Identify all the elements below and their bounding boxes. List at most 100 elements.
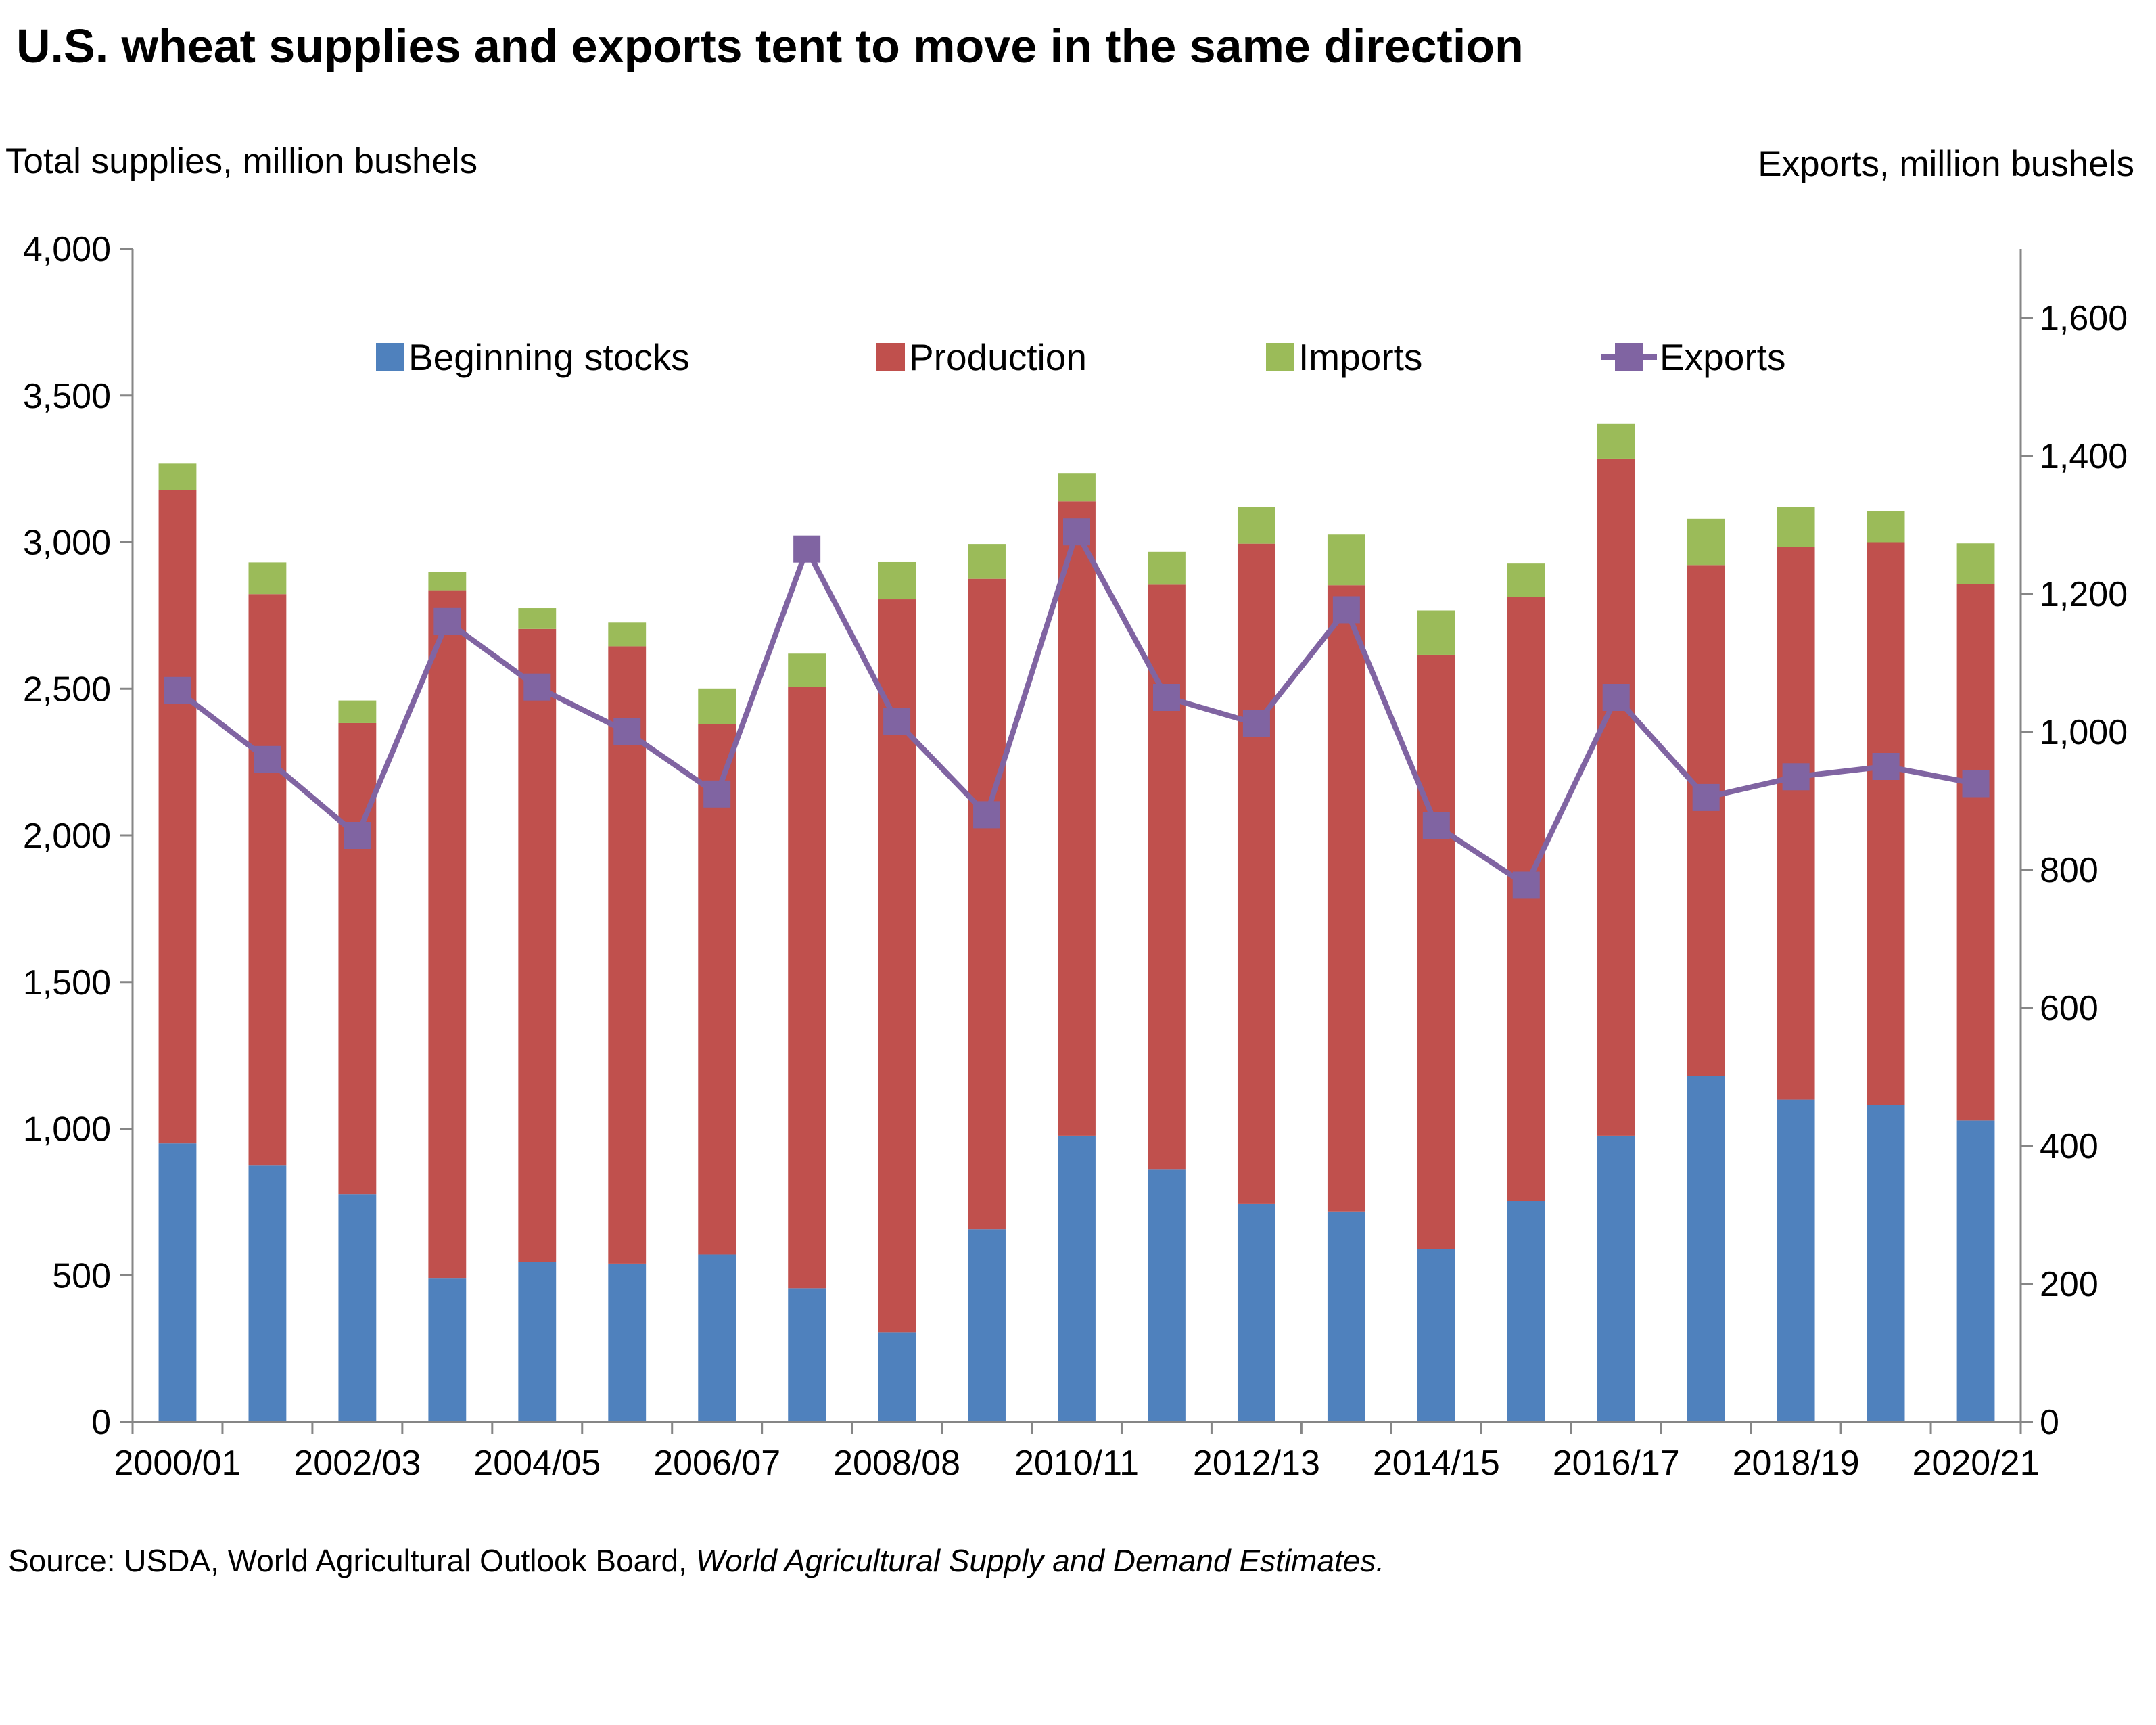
y-axis-right-label: Exports, million bushels — [1758, 144, 2134, 184]
bar-production — [1597, 458, 1635, 1136]
bar-imports — [248, 562, 287, 595]
legend-swatch-beginning-stocks — [376, 343, 404, 371]
exports-marker — [1242, 710, 1270, 737]
exports-marker — [164, 676, 191, 704]
bar-beginning-stocks — [1417, 1249, 1455, 1422]
bar-production — [1058, 501, 1096, 1136]
y-left-tick-label: 500 — [52, 1256, 111, 1295]
bar-production — [1867, 542, 1905, 1105]
exports-marker — [1422, 812, 1450, 840]
bar-beginning-stocks — [428, 1278, 467, 1422]
exports-marker — [883, 708, 911, 735]
exports-marker — [703, 780, 731, 808]
y-left-tick-label: 3,000 — [23, 524, 111, 563]
y-right-tick-label: 0 — [2040, 1403, 2059, 1442]
x-tick-label: 2018/19 — [1733, 1444, 1860, 1483]
bar-beginning-stocks — [1867, 1105, 1905, 1422]
bar-imports — [338, 700, 377, 723]
exports-marker — [1872, 753, 1900, 780]
bar-imports — [698, 688, 736, 724]
exports-marker — [523, 673, 551, 701]
y-left-tick-label: 1,500 — [23, 963, 111, 1003]
bar-beginning-stocks — [968, 1229, 1006, 1422]
exports-marker — [254, 745, 281, 773]
exports-marker — [1152, 684, 1180, 711]
bar-beginning-stocks — [1237, 1203, 1275, 1422]
legend-swatch-imports — [1266, 343, 1294, 371]
bar-imports — [968, 544, 1006, 579]
source-prefix: Source: USDA, World Agricultural Outlook… — [8, 1543, 696, 1578]
exports-marker — [344, 822, 371, 849]
exports-marker — [433, 607, 461, 635]
x-tick-label: 2004/05 — [473, 1444, 601, 1483]
x-tick-label: 2002/03 — [294, 1444, 421, 1483]
exports-marker — [1512, 871, 1540, 899]
y-right-tick-label: 1,200 — [2040, 575, 2128, 614]
x-tick-label: 2010/11 — [1014, 1444, 1139, 1483]
bar-imports — [1058, 473, 1096, 502]
bar-imports — [1597, 423, 1635, 459]
y-left-tick-label: 2,000 — [23, 816, 111, 856]
bar-production — [1507, 597, 1545, 1202]
bar-imports — [428, 572, 467, 591]
bar-beginning-stocks — [1687, 1076, 1725, 1422]
y-right-tick-label: 800 — [2040, 851, 2099, 890]
bar-production — [248, 594, 287, 1166]
y-right-tick-label: 1,400 — [2040, 437, 2128, 476]
y-right-tick-label: 1,600 — [2040, 299, 2128, 338]
y-left-tick-label: 4,000 — [23, 230, 111, 269]
legend-swatch-exports — [1601, 343, 1657, 371]
bar-beginning-stocks — [1058, 1135, 1096, 1422]
y-left-tick-label: 3,500 — [23, 377, 111, 416]
x-tick-label: 2020/21 — [1913, 1444, 2040, 1483]
exports-marker — [1602, 684, 1630, 711]
bar-imports — [1867, 511, 1905, 543]
exports-marker — [1962, 770, 1990, 798]
bar-production — [1777, 547, 1815, 1100]
bar-imports — [518, 608, 557, 629]
bar-imports — [1777, 507, 1815, 547]
exports-marker — [1692, 783, 1720, 811]
x-tick-label: 2006/07 — [653, 1444, 780, 1483]
legend-label-imports: Imports — [1298, 336, 1423, 378]
legend-label-exports: Exports — [1660, 336, 1786, 378]
bar-beginning-stocks — [1148, 1169, 1186, 1422]
bar-production — [608, 646, 647, 1264]
bar-production — [1956, 584, 1995, 1121]
bar-production — [518, 628, 557, 1262]
bar-beginning-stocks — [338, 1194, 377, 1422]
bar-production — [788, 687, 826, 1289]
chart-title: U.S. wheat supplies and exports tent to … — [16, 20, 1524, 72]
bar-imports — [1327, 534, 1365, 586]
bar-imports — [608, 622, 647, 647]
bar-production — [1237, 543, 1275, 1204]
x-tick-label: 2000/01 — [114, 1444, 241, 1483]
exports-marker — [793, 535, 821, 563]
bar-beginning-stocks — [1777, 1099, 1815, 1422]
exports-marker — [1332, 596, 1360, 624]
bar-production — [158, 490, 197, 1144]
exports-marker — [973, 801, 1001, 829]
bar-imports — [1507, 564, 1545, 597]
bar-imports — [878, 561, 916, 600]
bar-imports — [1687, 518, 1725, 566]
y-left-tick-label: 2,500 — [23, 670, 111, 709]
x-tick-label: 2016/17 — [1553, 1444, 1680, 1483]
bar-imports — [1237, 507, 1275, 544]
bar-production — [1148, 584, 1186, 1170]
bar-imports — [788, 653, 826, 687]
bar-production — [1417, 654, 1455, 1249]
bar-production — [1687, 565, 1725, 1076]
bar-beginning-stocks — [1597, 1135, 1635, 1422]
legend-label-production: Production — [909, 336, 1087, 378]
y-right-tick-label: 400 — [2040, 1127, 2099, 1166]
legend-imports: Imports — [1266, 330, 1422, 384]
source-note: Source: USDA, World Agricultural Outlook… — [8, 1542, 1384, 1579]
y-right-tick-label: 200 — [2040, 1265, 2099, 1304]
bar-beginning-stocks — [518, 1262, 557, 1422]
bar-beginning-stocks — [1507, 1201, 1545, 1422]
bar-beginning-stocks — [158, 1143, 197, 1422]
bar-beginning-stocks — [698, 1254, 736, 1422]
legend-beginning-stocks: Beginning stocks — [376, 330, 690, 384]
